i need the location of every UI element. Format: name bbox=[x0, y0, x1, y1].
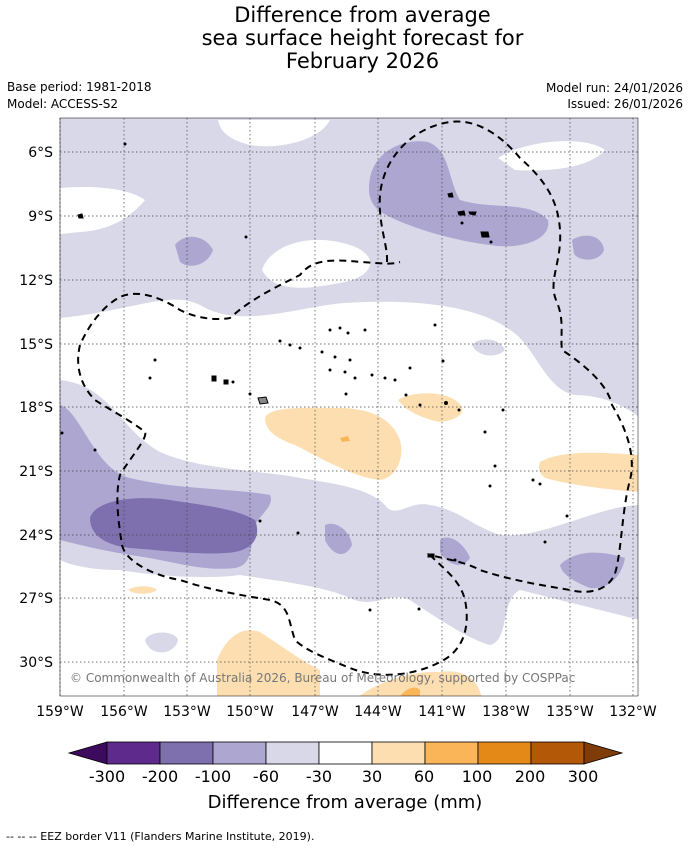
grid-lines bbox=[59, 118, 638, 696]
lat-label: 9°S bbox=[28, 209, 53, 225]
eez-legend-text: -- -- -- EEZ border V11 (Flanders Marine… bbox=[6, 830, 315, 843]
contour-patch-plus30-east bbox=[398, 393, 463, 422]
contour-patch-plus30-southeast bbox=[538, 452, 638, 492]
model-run: Model run: 24/01/2026 bbox=[545, 81, 683, 95]
contour-patch-plus60-tiny bbox=[340, 436, 350, 442]
lon-label: 159°W bbox=[36, 704, 84, 720]
title-line-1: Difference from average bbox=[234, 3, 491, 27]
colorbar-cell bbox=[265, 741, 320, 765]
contour-patch-plus30-small bbox=[128, 586, 157, 594]
colorbar-cell bbox=[318, 741, 373, 765]
longitude-labels: 159°W 156°W 153°W 150°W 147°W 144°W 141°… bbox=[36, 704, 657, 720]
contour-patch-plus30-south bbox=[217, 630, 320, 696]
contour-patch-north-minus60 bbox=[368, 141, 549, 247]
colorbar-cell bbox=[159, 741, 214, 765]
copyright-text: © Commonwealth of Australia 2026, Bureau… bbox=[70, 671, 575, 685]
contour-patch-south-minus60-d bbox=[560, 552, 625, 589]
lat-label: 6°S bbox=[28, 145, 53, 161]
colorbar-tick-label: 300 bbox=[568, 767, 599, 786]
colorbar-cell bbox=[530, 741, 585, 765]
colorbar-title: Difference from average (mm) bbox=[207, 792, 483, 813]
colorbar: -300 -200 -100 -60 -30 30 60 100 200 300 bbox=[67, 741, 624, 786]
colorbar-extend-low bbox=[67, 741, 108, 765]
islands bbox=[60, 142, 569, 612]
anomaly-contours bbox=[60, 118, 638, 696]
sea-surface-height-map: © Commonwealth of Australia 2026, Bureau… bbox=[19, 117, 657, 720]
colorbar-cell bbox=[106, 741, 161, 765]
colorbar-cell bbox=[212, 741, 267, 765]
contour-patch-south-minus60-c bbox=[440, 537, 470, 565]
contour-patch-north-minus60-c bbox=[572, 235, 604, 260]
colorbar-tick-label: 30 bbox=[362, 767, 382, 786]
contour-hole-north-2 bbox=[262, 239, 371, 288]
lon-label: 153°W bbox=[163, 704, 211, 720]
contour-patch-plus30-center bbox=[265, 407, 402, 480]
lon-label: 135°W bbox=[546, 704, 594, 720]
lon-label: 156°W bbox=[100, 704, 148, 720]
colorbar-tick-label: 200 bbox=[515, 767, 546, 786]
contour-patch-east-minus30 bbox=[472, 339, 505, 356]
colorbar-cell bbox=[424, 741, 479, 765]
contour-hole-north-4 bbox=[218, 120, 330, 147]
model-name: Model: ACCESS-S2 bbox=[7, 97, 119, 111]
colorbar-tick-label: -100 bbox=[195, 767, 231, 786]
colorbar-tick-label: 60 bbox=[414, 767, 434, 786]
lon-label: 138°W bbox=[482, 704, 530, 720]
lat-label: 24°S bbox=[19, 528, 53, 544]
contour-patch-plus30-south-b bbox=[359, 671, 482, 696]
colorbar-tick-label: -30 bbox=[306, 767, 332, 786]
colorbar-tick-label: 100 bbox=[462, 767, 493, 786]
lat-label: 12°S bbox=[19, 273, 53, 289]
contour-patch-plus60-south bbox=[400, 687, 420, 696]
colorbar-tick-label: -300 bbox=[89, 767, 125, 786]
lat-label: 21°S bbox=[19, 464, 53, 480]
colorbar-tick-label: -200 bbox=[142, 767, 178, 786]
colorbar-extend-high bbox=[583, 741, 624, 765]
title-line-3: February 2026 bbox=[285, 49, 440, 73]
contour-band-south-minus30 bbox=[60, 380, 638, 645]
lon-label: 141°W bbox=[418, 704, 466, 720]
colorbar-cells bbox=[67, 741, 624, 765]
map-title: Difference from average sea surface heig… bbox=[0, 4, 690, 73]
latitude-labels: 6°S 9°S 12°S 15°S 18°S 21°S 24°S 27°S 30… bbox=[19, 145, 53, 671]
contour-patch-north-minus60-b bbox=[175, 236, 213, 266]
issued-date: Issued: 26/01/2026 bbox=[567, 97, 683, 111]
base-period: Base period: 1981-2018 bbox=[7, 80, 152, 94]
lat-label: 15°S bbox=[19, 337, 53, 353]
title-line-2: sea surface height forecast for bbox=[201, 26, 524, 50]
lat-label: 18°S bbox=[19, 400, 53, 416]
colorbar-tick-labels: -300 -200 -100 -60 -30 30 60 100 200 300 bbox=[89, 767, 598, 786]
lat-label: 30°S bbox=[19, 655, 53, 671]
colorbar-cell bbox=[371, 741, 426, 765]
lat-label: 27°S bbox=[19, 591, 53, 607]
lon-label: 147°W bbox=[291, 704, 339, 720]
lon-label: 150°W bbox=[226, 704, 274, 720]
lon-label: 144°W bbox=[354, 704, 402, 720]
colorbar-cell bbox=[477, 741, 532, 765]
lon-label: 132°W bbox=[609, 704, 657, 720]
contour-core-minus100 bbox=[90, 498, 258, 554]
contour-patch-south-minus60-b bbox=[325, 523, 352, 555]
contour-patch-south-minus30-b bbox=[145, 632, 178, 653]
map-frame bbox=[59, 117, 639, 697]
colorbar-tick-label: -60 bbox=[253, 767, 279, 786]
